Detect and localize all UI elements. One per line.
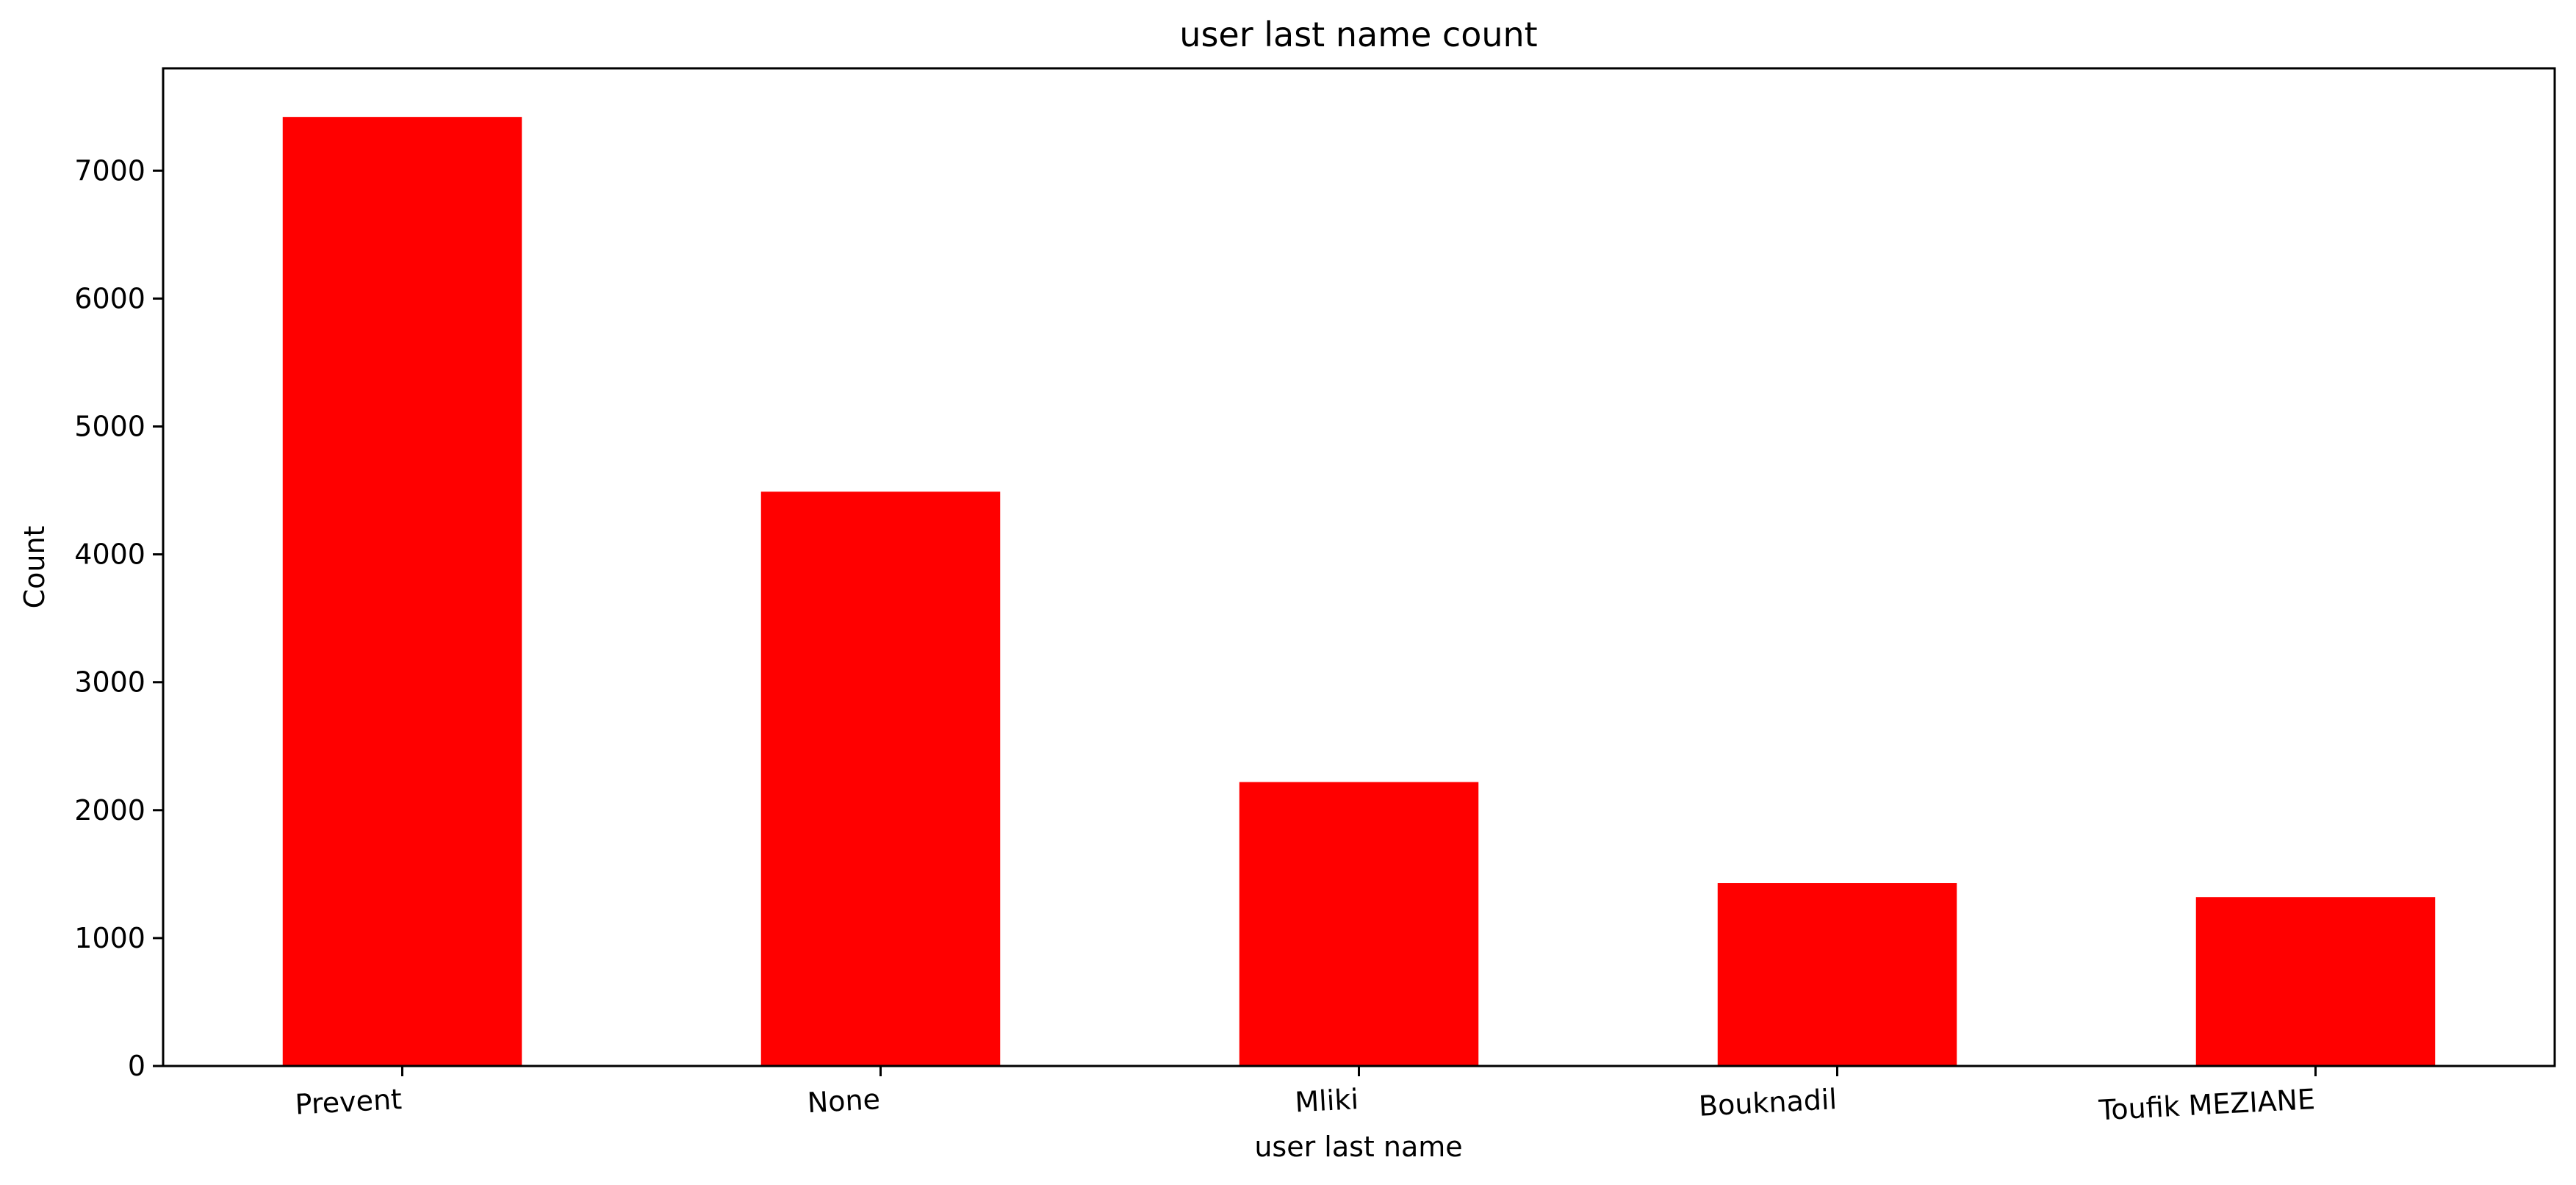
bars-layer — [282, 117, 2436, 1067]
y-tick-label: 2000 — [74, 794, 145, 826]
x-axis-label: user last name — [1254, 1131, 1462, 1163]
y-tick-label: 1000 — [74, 922, 145, 954]
bar-4 — [2195, 897, 2436, 1066]
y-tick-label: 5000 — [74, 410, 145, 442]
x-tick-label: None — [807, 1083, 881, 1119]
x-axis-ticks: Prevent None Mliki Bouknadil Toufik MEZIANE — [295, 1066, 2317, 1126]
x-tick-label: Prevent — [295, 1083, 403, 1121]
plot-area-frame — [162, 67, 2556, 1067]
y-tick-label: 6000 — [74, 282, 145, 314]
y-tick-label: 7000 — [74, 154, 145, 187]
y-axis-ticks: 0 1000 2000 3000 4000 5000 6000 7000 — [74, 154, 163, 1082]
y-axis-label: Count — [18, 526, 51, 609]
y-tick-label: 0 — [128, 1050, 145, 1082]
chart-title: user last name count — [1179, 15, 1537, 54]
x-tick-label: Mliki — [1294, 1083, 1359, 1118]
bar-3 — [1717, 883, 1957, 1066]
bar-2 — [1239, 782, 1479, 1066]
y-tick-label: 4000 — [74, 539, 145, 571]
x-tick-label: Bouknadil — [1698, 1083, 1838, 1123]
bar-1 — [760, 491, 1001, 1066]
bar-0 — [282, 117, 522, 1067]
y-tick-label: 3000 — [74, 666, 145, 699]
